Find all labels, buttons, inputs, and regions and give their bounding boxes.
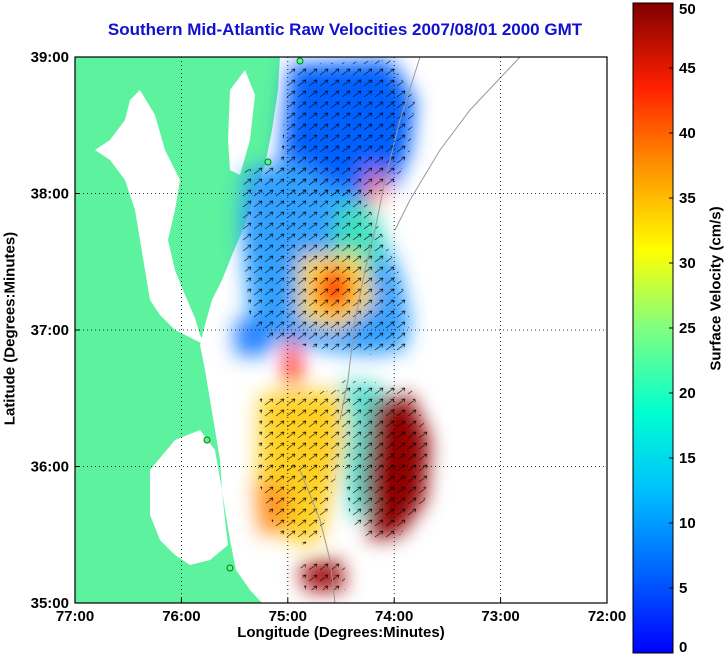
x-tick-label: 73:00	[481, 608, 519, 625]
bathymetry-contours	[299, 57, 521, 603]
y-tick-label: 39:00	[31, 49, 69, 66]
colorbar	[632, 2, 674, 654]
colorbar-tick-label: 25	[679, 320, 696, 337]
colorbar-tick-label: 5	[679, 580, 687, 597]
colorbar-tick-label: 0	[679, 639, 687, 656]
colorbar-ticks: 0 5 10 15 20 25 30 35 40 45 50	[669, 1, 696, 656]
delmarva-inlet	[228, 70, 255, 175]
chart-title: Southern Mid-Atlantic Raw Velocities 200…	[107, 20, 583, 39]
colorbar-tick-label: 45	[679, 60, 696, 77]
colorbar-tick-label: 10	[679, 515, 696, 532]
grid-lines	[75, 57, 607, 603]
x-tick-label: 75:00	[269, 608, 307, 625]
x-ticks: 77:00 76:00 75:00 74:00 73:00 72:00	[56, 598, 626, 625]
x-tick-label: 74:00	[375, 608, 413, 625]
x-tick-label: 77:00	[56, 608, 94, 625]
radar-stations	[203, 57, 304, 572]
x-tick-label: 72:00	[588, 608, 626, 625]
y-tick-label: 38:00	[31, 186, 69, 203]
colorbar-tick-label: 20	[679, 385, 696, 402]
colorbar-tick-label: 15	[679, 450, 696, 467]
y-ticks: 35:00 36:00 37:00 38:00 39:00	[31, 49, 80, 612]
x-axis-label: Longitude (Degrees:Minutes)	[237, 624, 445, 641]
y-tick-label: 37:00	[31, 322, 69, 339]
y-tick-label: 35:00	[31, 595, 69, 612]
colorbar-tick-label: 35	[679, 190, 696, 207]
x-tick-label: 76:00	[162, 608, 200, 625]
y-tick-label: 36:00	[31, 459, 69, 476]
colorbar-tick-label: 30	[679, 255, 696, 272]
chesapeake-bay	[95, 90, 205, 345]
colorbar-tick-label: 50	[679, 1, 696, 18]
velocity-arrows	[240, 60, 430, 590]
pamlico-sound	[150, 430, 228, 565]
colorbar-tick-label: 40	[679, 125, 696, 142]
